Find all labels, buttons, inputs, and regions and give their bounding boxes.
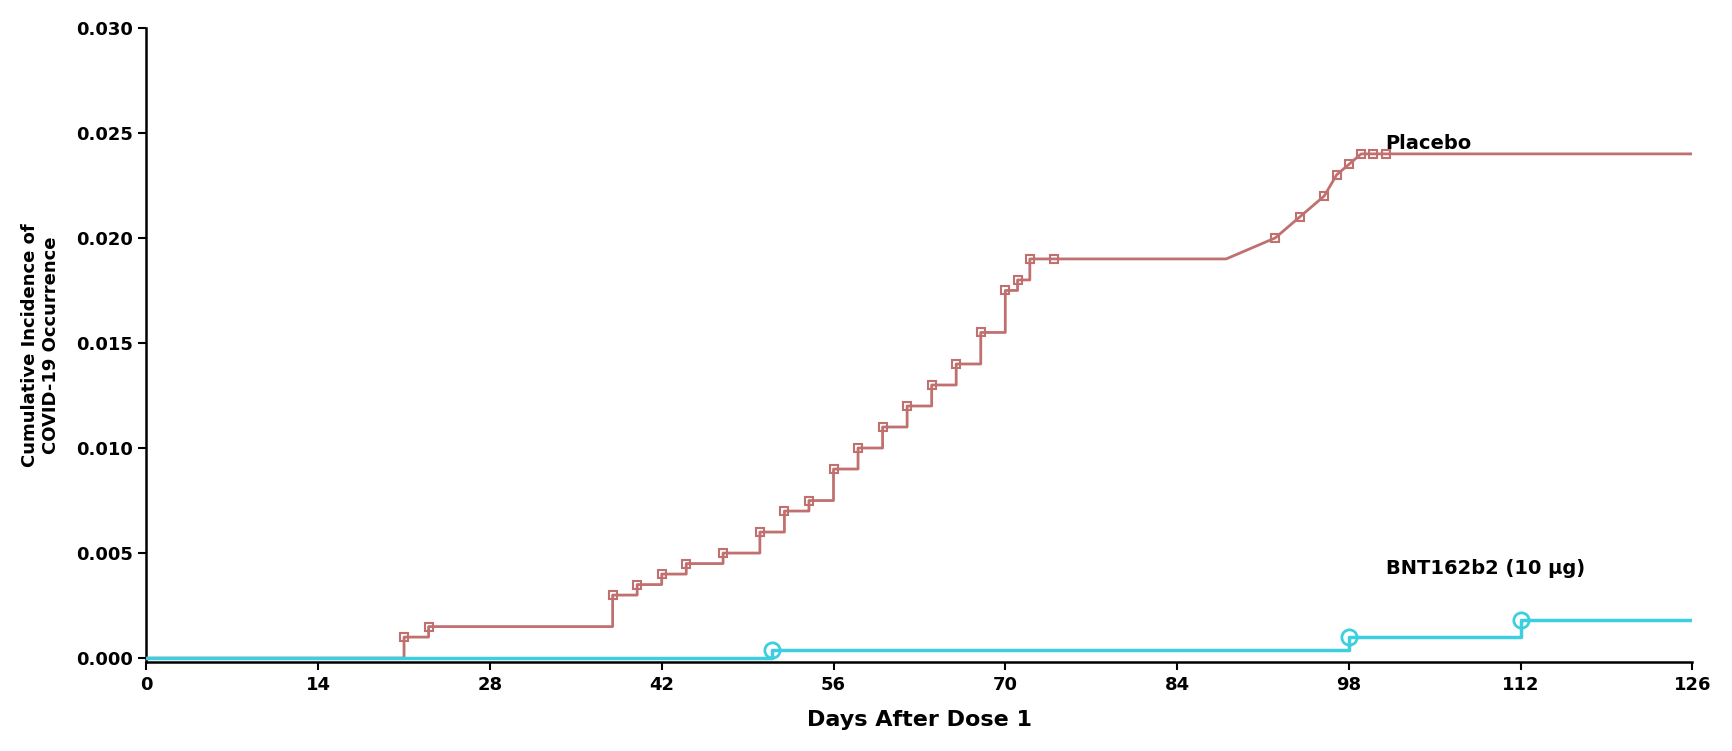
Text: BNT162b2 (10 μg): BNT162b2 (10 μg) — [1386, 559, 1585, 578]
X-axis label: Days After Dose 1: Days After Dose 1 — [807, 710, 1032, 730]
Y-axis label: Cumulative Incidence of
COVID-19 Occurrence: Cumulative Incidence of COVID-19 Occurre… — [21, 223, 59, 467]
Text: Placebo: Placebo — [1386, 134, 1472, 153]
